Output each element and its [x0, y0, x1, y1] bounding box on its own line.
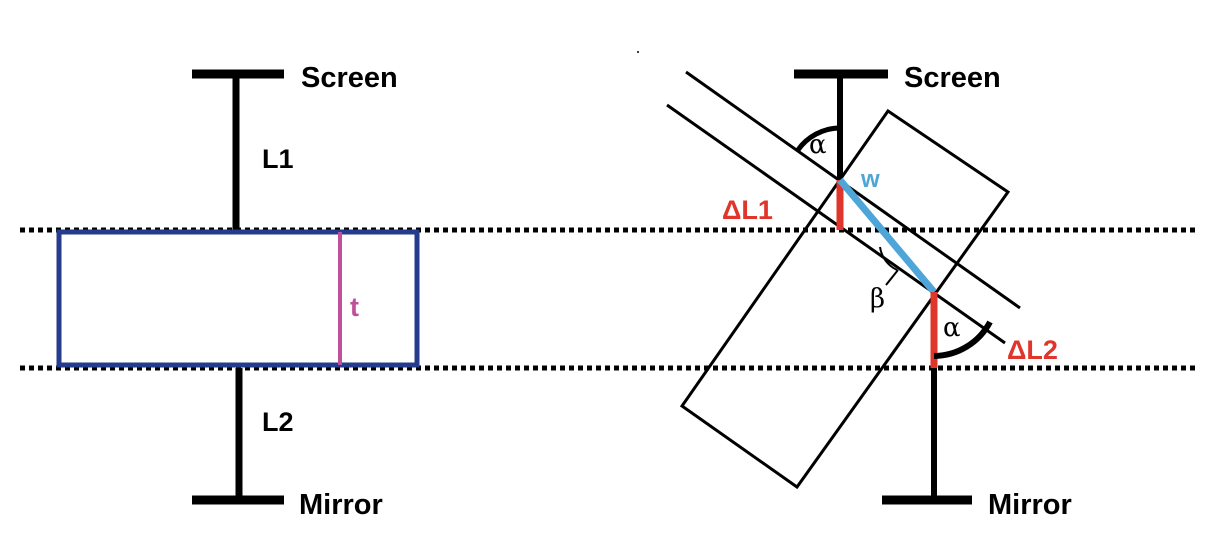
alpha-top-label: α [809, 130, 827, 160]
right-screen-label: Screen [904, 62, 1001, 94]
beta-pointer [885, 269, 899, 286]
delta-l1-label: ΔL1 [722, 195, 773, 225]
delta-l2-label: ΔL2 [1007, 335, 1058, 365]
left-mirror-label: Mirror [299, 489, 383, 521]
alpha-bottom-arc [933, 320, 993, 359]
lower-reference-line [666, 103, 1006, 345]
tilted-slab [679, 108, 1011, 490]
alpha-bottom-label: α [943, 313, 961, 343]
w-label: w [860, 166, 880, 193]
stray-dot [637, 51, 639, 53]
w-segment [837, 177, 937, 295]
beta-arc [879, 246, 898, 271]
thickness-label: t [350, 292, 359, 322]
left-diagram: Screen L1 t L2 Mirror [56, 62, 420, 521]
left-l2-label: L2 [262, 407, 294, 437]
left-l1-label: L1 [262, 144, 294, 174]
right-diagram: Screen α ΔL1 w β ΔL2 α Mirror [637, 51, 1072, 521]
right-mirror-label: Mirror [988, 489, 1072, 521]
left-screen-label: Screen [301, 62, 398, 94]
beta-label: β [870, 284, 885, 314]
left-slab [56, 229, 420, 368]
alpha-top-arc [795, 125, 841, 152]
upper-reference-line [685, 70, 1021, 310]
